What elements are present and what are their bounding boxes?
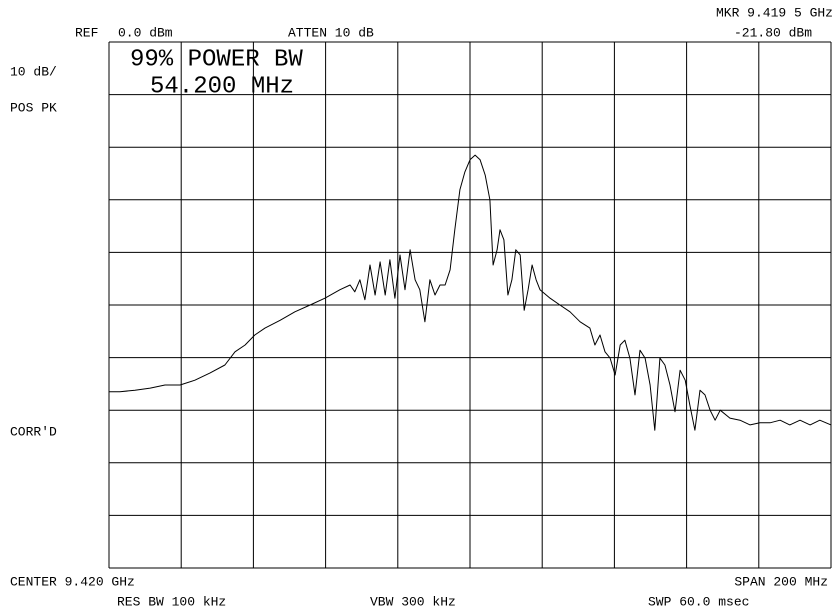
screen-label: CORR'D xyxy=(10,424,57,439)
screen-label: 0.0 dBm xyxy=(118,25,173,40)
screen-label: MKR 9.419 5 GHz xyxy=(716,5,833,20)
screen-label: RES BW 100 kHz xyxy=(117,594,226,609)
measurement-annotation: 99% POWER BW xyxy=(130,46,303,73)
screen-label: CENTER 9.420 GHz xyxy=(10,574,135,589)
screen-label: REF xyxy=(75,25,98,40)
screen-label: POS PK xyxy=(10,100,57,115)
screen-label: -21.80 dBm xyxy=(734,25,812,40)
trace xyxy=(109,154,832,431)
screen-label: SWP 60.0 msec xyxy=(648,594,749,609)
screen-label: ATTEN 10 dB xyxy=(288,25,374,40)
screen-label: SPAN 200 MHz xyxy=(734,574,828,589)
screen-label: VBW 300 kHz xyxy=(370,594,456,609)
measurement-annotation: 54.200 MHz xyxy=(150,73,294,100)
screen-label: 10 dB/ xyxy=(10,64,57,79)
